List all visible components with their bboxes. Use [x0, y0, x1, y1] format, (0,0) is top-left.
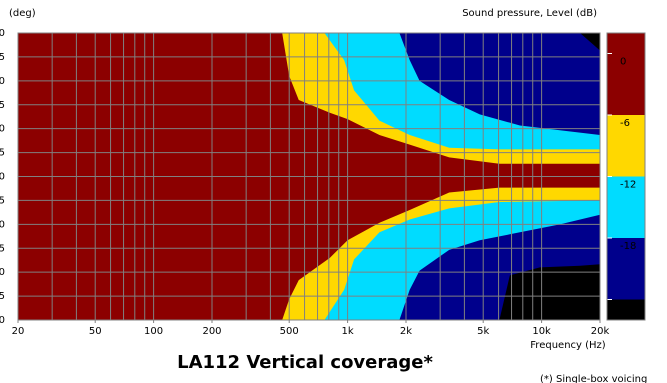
- x-tick-label: 500: [280, 326, 299, 337]
- y-axis-label: (deg): [9, 8, 36, 19]
- colorbar-band: [607, 33, 645, 115]
- y-tick-label: 90: [0, 28, 5, 39]
- x-tick-label: 10k: [532, 326, 551, 337]
- colorbar-frame: [606, 32, 646, 321]
- plot-frame: [17, 32, 601, 321]
- colorbar-tick-label: -18: [620, 241, 636, 252]
- colorbar-band: [607, 176, 645, 238]
- colorbar-tick-label: 0: [620, 57, 626, 68]
- x-tick-label: 5k: [477, 326, 489, 337]
- y-tick-label: -75: [0, 291, 5, 302]
- colorbar-tick-label: -24: [620, 303, 636, 314]
- x-tick-label: 200: [202, 326, 221, 337]
- x-tick-label: 100: [144, 326, 163, 337]
- colorbar-tick-label: -6: [620, 118, 630, 129]
- y-tick-label: 15: [0, 148, 5, 159]
- colorbar-band: [607, 299, 645, 320]
- colorbar-band: [607, 238, 645, 300]
- y-tick-label: -60: [0, 267, 5, 278]
- x-tick-label: 1k: [342, 326, 354, 337]
- x-tick-label: 20k: [591, 326, 610, 337]
- x-axis-label: Frequency (Hz): [530, 340, 606, 351]
- x-tick-label: 50: [89, 326, 102, 337]
- x-tick-label: 20: [12, 326, 25, 337]
- colorbar-tick-label: -12: [620, 180, 636, 191]
- y-tick-label: 45: [0, 100, 5, 111]
- y-tick-label: 0: [0, 172, 5, 183]
- y-tick-label: -45: [0, 243, 5, 254]
- x-tick-label: 2k: [400, 326, 412, 337]
- footnote: (*) Single-box voicing: [540, 374, 647, 383]
- y-tick-label: -90: [0, 315, 5, 326]
- y-tick-label: -30: [0, 219, 5, 230]
- y-tick-label: 60: [0, 76, 5, 87]
- y-tick-label: 30: [0, 124, 5, 135]
- y-tick-label: 75: [0, 52, 5, 63]
- y-tick-label: -15: [0, 195, 5, 206]
- chart-title: LA112 Vertical coverage*: [177, 352, 433, 373]
- colorbar-label: Sound pressure, Level (dB): [462, 8, 597, 19]
- colorbar-band: [607, 115, 645, 177]
